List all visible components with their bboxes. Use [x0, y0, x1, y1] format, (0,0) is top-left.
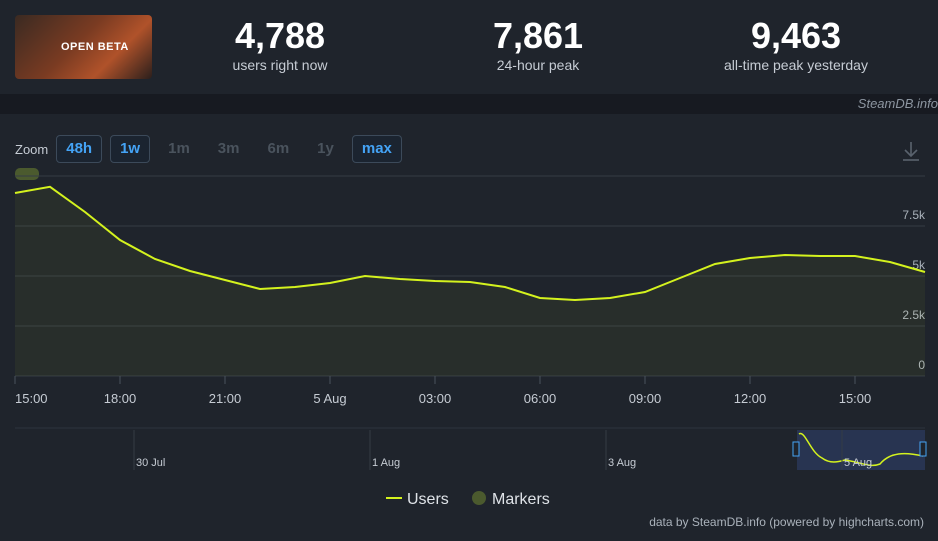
x-tick-label: 15:00	[15, 391, 48, 406]
zoom-bar: Zoom 48h 1w 1m 3m 6m 1y max	[15, 135, 402, 163]
x-tick-label: 03:00	[419, 391, 452, 406]
download-icon[interactable]	[903, 142, 919, 161]
x-tick-label: 21:00	[209, 391, 242, 406]
zoom-button[interactable]: max	[351, 135, 402, 163]
zoom-label: Zoom	[15, 141, 49, 157]
stat-label: all-time peak yesterday	[724, 57, 868, 73]
x-tick-label: 09:00	[629, 391, 662, 406]
zoom-button[interactable]: 3m	[217, 140, 240, 157]
banner-text: OPEN BETA	[61, 41, 129, 53]
y-tick-label: 2.5k	[902, 308, 926, 322]
x-tick-label: 12:00	[734, 391, 767, 406]
navigator-label: 30 Jul	[136, 457, 165, 469]
stat-value: 4,788	[234, 15, 326, 56]
x-tick-label: 18:00	[104, 391, 137, 406]
zoom-button[interactable]: 1w	[110, 135, 151, 163]
stat: 9,463 all-time peak yesterday	[686, 16, 906, 74]
chart-panel	[0, 114, 938, 541]
legend-item[interactable]: Users	[386, 491, 449, 508]
zoom-button[interactable]: 48h	[56, 135, 103, 163]
navigator-label: 5 Aug	[844, 457, 872, 469]
stat: 4,788 users right now	[170, 16, 390, 74]
navigator-label: 3 Aug	[608, 457, 636, 469]
zoom-button[interactable]: 1m	[168, 140, 190, 157]
legend-swatch	[472, 491, 486, 505]
legend: Users Markers	[386, 491, 550, 508]
navigator-handle[interactable]	[792, 441, 800, 457]
line	[14, 185, 926, 302]
stat-value: 7,861	[492, 15, 584, 56]
stat-label: 24-hour peak	[496, 57, 580, 73]
zoom-button[interactable]: 6m	[267, 140, 290, 157]
y-tick-label: 0	[918, 358, 925, 372]
legend-item[interactable]: Markers	[472, 491, 550, 508]
zoom-button[interactable]: 1y	[317, 140, 334, 157]
x-tick-label: 06:00	[524, 391, 557, 406]
legend-label: Markers	[492, 491, 550, 508]
navigator-line	[798, 432, 924, 467]
navigator-handle[interactable]	[919, 441, 927, 457]
stat-value: 9,463	[750, 15, 842, 56]
x-tick-label: 5 Aug	[313, 391, 346, 406]
game-banner[interactable]: OPEN BETA	[15, 15, 152, 79]
stats-bar: OPEN BETA 4,788 users right now 7,861 24-h…	[0, 0, 938, 94]
marker-badge[interactable]	[15, 168, 39, 180]
area	[15, 186, 925, 376]
stat-label: users right now	[232, 57, 328, 73]
stat: 7,861 24-hour peak	[428, 16, 648, 74]
navigator-label: 1 Aug	[372, 457, 400, 469]
y-tick-label: 7.5k	[902, 208, 926, 222]
x-tick-label: 15:00	[839, 391, 872, 406]
credits: data by SteamDB.info (powered by highcha…	[649, 515, 924, 529]
legend-label: Users	[407, 491, 449, 508]
watermark: SteamDB.info	[857, 96, 938, 111]
